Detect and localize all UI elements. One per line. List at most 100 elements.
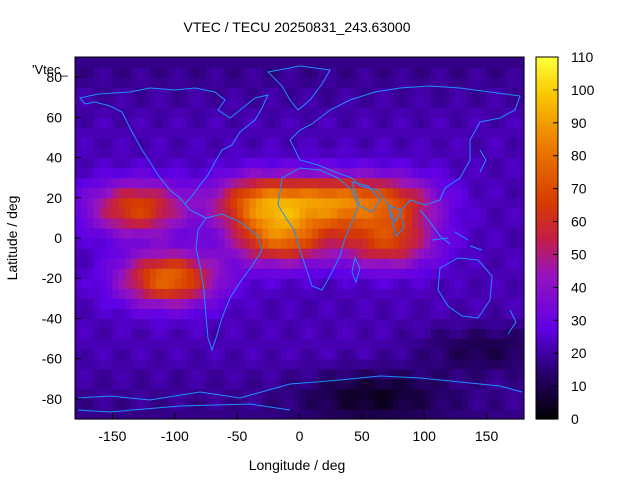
heatmap-cell — [336, 97, 344, 108]
colorbar-step — [536, 234, 558, 239]
heatmap-cell — [305, 258, 313, 269]
heatmap-cell — [274, 248, 282, 259]
heatmap-cell — [168, 67, 176, 78]
heatmap-cell — [274, 308, 282, 320]
heatmap-cell — [499, 258, 506, 269]
colorbar-step — [536, 106, 558, 111]
heatmap-cell — [305, 67, 313, 78]
heatmap-cell — [212, 147, 220, 159]
heatmap-cell — [393, 248, 400, 259]
heatmap-cell — [486, 308, 494, 320]
heatmap-cell — [368, 107, 375, 118]
heatmap-cell — [492, 77, 500, 88]
heatmap-cell — [293, 77, 301, 88]
coastline-greenland — [266, 65, 331, 111]
heatmap-cell — [405, 227, 413, 239]
heatmap-cell — [511, 207, 519, 219]
heatmap-cell — [75, 348, 82, 360]
heatmap-cell — [436, 147, 444, 159]
heatmap-cell — [505, 207, 513, 219]
heatmap-cell — [486, 288, 494, 299]
heatmap-cell — [168, 258, 176, 269]
heatmap-cell — [386, 338, 394, 350]
heatmap-cell — [162, 167, 170, 179]
heatmap-cell — [442, 207, 450, 219]
colorbar-step — [536, 63, 558, 68]
heatmap-cell — [411, 107, 419, 118]
heatmap-cell — [93, 378, 101, 390]
heatmap-cell — [511, 167, 519, 179]
heatmap-cell — [131, 238, 138, 249]
heatmap-cell — [181, 268, 188, 279]
heatmap-cell — [349, 398, 357, 410]
heatmap-cell — [255, 388, 263, 400]
heatmap-cell — [193, 147, 201, 159]
heatmap-cell — [212, 197, 220, 209]
heatmap-cell — [336, 147, 344, 159]
heatmap-cell — [93, 117, 101, 128]
heatmap-cell — [224, 338, 232, 350]
heatmap-cell — [218, 348, 226, 360]
heatmap-cell — [349, 87, 357, 98]
heatmap-cell — [393, 147, 400, 159]
heatmap-cell — [461, 207, 469, 219]
heatmap-cell — [461, 147, 469, 159]
heatmap-cell — [330, 238, 338, 249]
heatmap-cell — [355, 278, 363, 289]
colorbar-step — [536, 386, 558, 390]
heatmap-cell — [137, 298, 145, 309]
heatmap-cell — [474, 147, 481, 159]
heatmap-cell — [149, 227, 157, 239]
heatmap-cell — [349, 348, 357, 360]
heatmap-cell — [492, 398, 500, 410]
heatmap-cell — [355, 268, 363, 279]
heatmap-cell — [218, 298, 226, 309]
heatmap-cell — [287, 177, 294, 189]
heatmap-cell — [181, 217, 188, 229]
heatmap-cell — [287, 117, 294, 128]
heatmap-cell — [386, 117, 394, 128]
colorbar-step — [536, 356, 558, 361]
heatmap-cell — [424, 408, 432, 420]
heatmap-cell — [386, 248, 394, 259]
heatmap-cell — [343, 238, 350, 249]
heatmap-cell — [305, 308, 313, 320]
heatmap-cell — [137, 147, 145, 159]
heatmap-cell — [349, 227, 357, 239]
coastline-antarctica — [77, 375, 523, 413]
heatmap-cell — [424, 328, 432, 340]
heatmap-cell — [255, 207, 263, 219]
heatmap-cell — [293, 328, 301, 340]
heatmap-cell — [237, 147, 244, 159]
heatmap-cell — [137, 157, 145, 169]
heatmap-cell — [511, 368, 519, 380]
heatmap-cell — [143, 238, 151, 249]
heatmap-cell — [386, 408, 394, 420]
heatmap-cell — [380, 388, 388, 400]
colorbar-step — [536, 195, 558, 200]
heatmap-cell — [417, 147, 425, 159]
heatmap-cell — [87, 117, 95, 128]
heatmap-cell — [305, 87, 313, 98]
heatmap-cell — [368, 147, 375, 159]
heatmap-cell — [355, 298, 363, 309]
heatmap-cell — [386, 217, 394, 229]
heatmap-cell — [187, 187, 195, 199]
colorbar-step — [536, 270, 558, 275]
heatmap-cell — [355, 378, 363, 390]
heatmap-cell — [280, 398, 288, 410]
heatmap-cell — [199, 147, 207, 159]
heatmap-cell — [393, 378, 400, 390]
heatmap-cell — [492, 197, 500, 209]
heatmap-cell — [99, 177, 107, 189]
heatmap-cell — [230, 177, 238, 189]
heatmap-cell — [268, 348, 276, 360]
heatmap-cell — [137, 388, 145, 400]
heatmap-cell — [511, 117, 519, 128]
heatmap-cell — [174, 388, 182, 400]
heatmap-cell — [162, 87, 170, 98]
heatmap-cell — [181, 238, 188, 249]
heatmap-cell — [299, 147, 307, 159]
heatmap-cell — [87, 268, 95, 279]
